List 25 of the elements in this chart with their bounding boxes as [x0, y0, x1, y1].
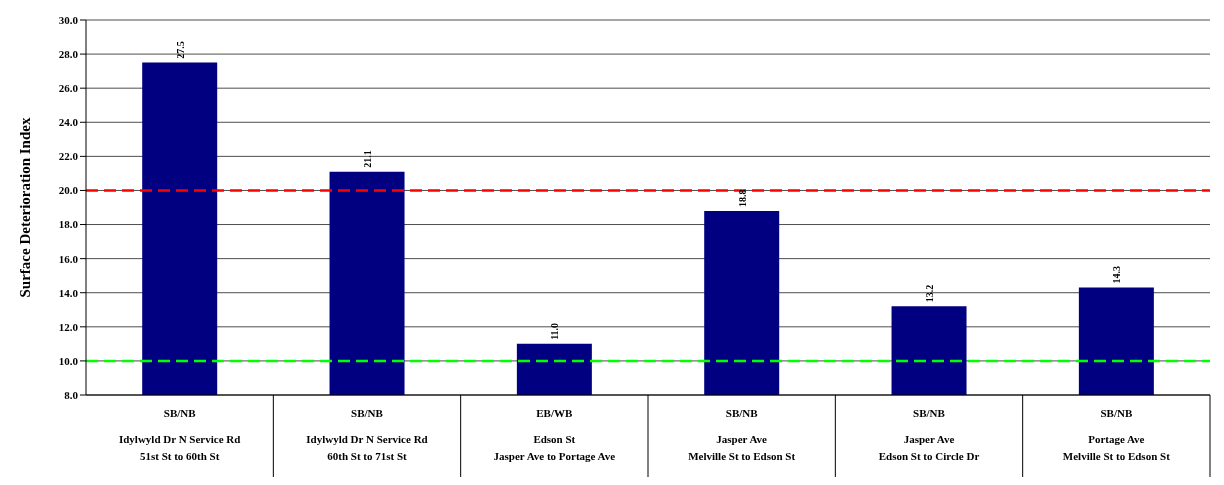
y-tick-label: 8.0 [64, 388, 79, 401]
category-label: SB/NB Portage Ave Melville St to Edson St [1062, 407, 1170, 462]
data-label: 18.8 [736, 189, 748, 207]
y-tick-label: 10.0 [58, 354, 79, 367]
y-tick-label: 18.0 [58, 218, 79, 231]
y-tick-label: 12.0 [58, 320, 79, 333]
y-axis-title: Surface Deterioration Index [17, 117, 34, 298]
y-tick-label: 22.0 [58, 150, 79, 163]
y-tick-label: 24.0 [58, 116, 79, 129]
y-tick-label: 26.0 [58, 82, 79, 95]
y-tick-label: 28.0 [58, 48, 79, 60]
category-label: EB/WB Edson St Jasper Ave to Portage Ave [493, 407, 616, 462]
y-tick-label: 16.0 [58, 252, 79, 265]
data-label: 27.5 [174, 41, 186, 59]
category-label: SB/NB Jasper Ave Edson St to Circle Dr [878, 407, 980, 462]
y-tick-label: 30.0 [58, 13, 79, 26]
y-tick-label: 14.0 [58, 286, 79, 299]
category-label: SB/NB Idylwyld Dr N Service Rd 60th St to 71st St [306, 407, 428, 462]
category-label: SB/NB Jasper Ave Melville St to Edson St [688, 407, 796, 462]
category-label: SB/NB Idylwyld Dr N Service Rd 51st St to 60th St [118, 407, 241, 462]
data-label: 11.0 [549, 322, 561, 340]
y-tick-label: 20.0 [58, 184, 79, 197]
data-label: 14.3 [1111, 266, 1123, 284]
data-label: 13.2 [924, 284, 936, 303]
data-label: 21.1 [362, 150, 374, 168]
